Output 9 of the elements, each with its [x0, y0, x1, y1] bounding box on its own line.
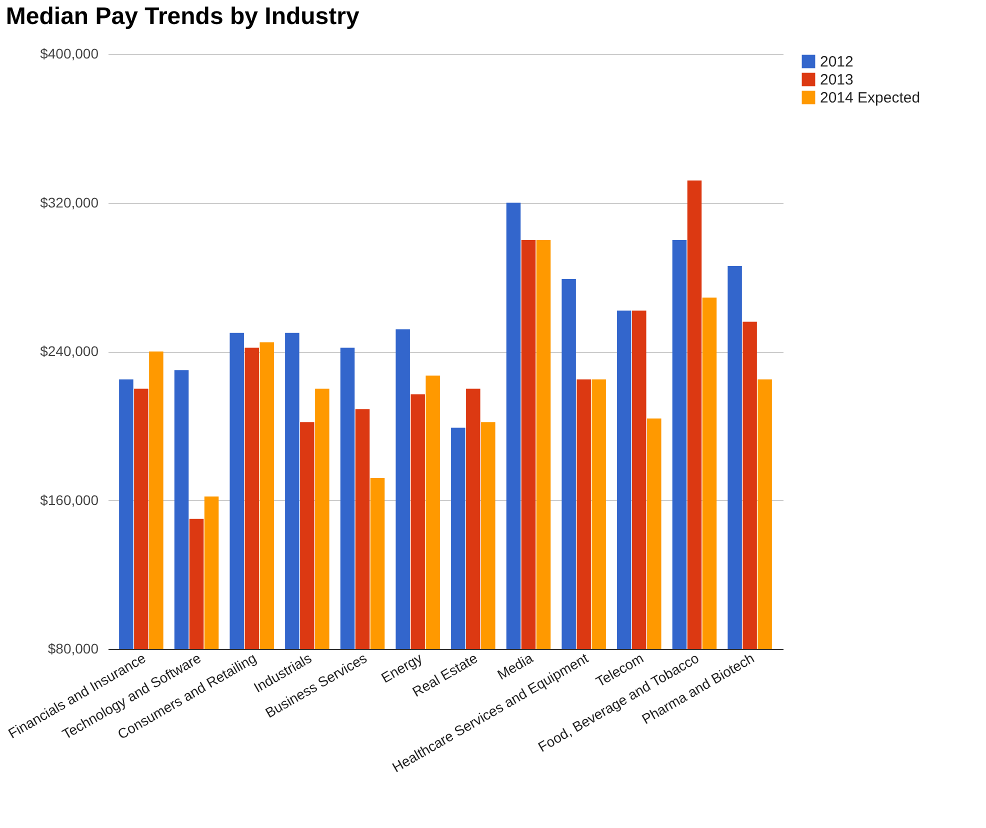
legend-label: 2013 — [820, 72, 854, 88]
y-tick-label: $160,000 — [40, 492, 99, 508]
y-tick-label: $240,000 — [40, 343, 99, 359]
y-tick-label: $320,000 — [40, 194, 99, 210]
legend-label: 2012 — [820, 54, 854, 70]
legend-label: 2014 Expected — [820, 90, 920, 106]
y-tick-label: $80,000 — [48, 640, 99, 656]
y-tick-label: $400,000 — [40, 46, 99, 62]
chart-title: Median Pay Trends by Industry — [6, 3, 360, 30]
